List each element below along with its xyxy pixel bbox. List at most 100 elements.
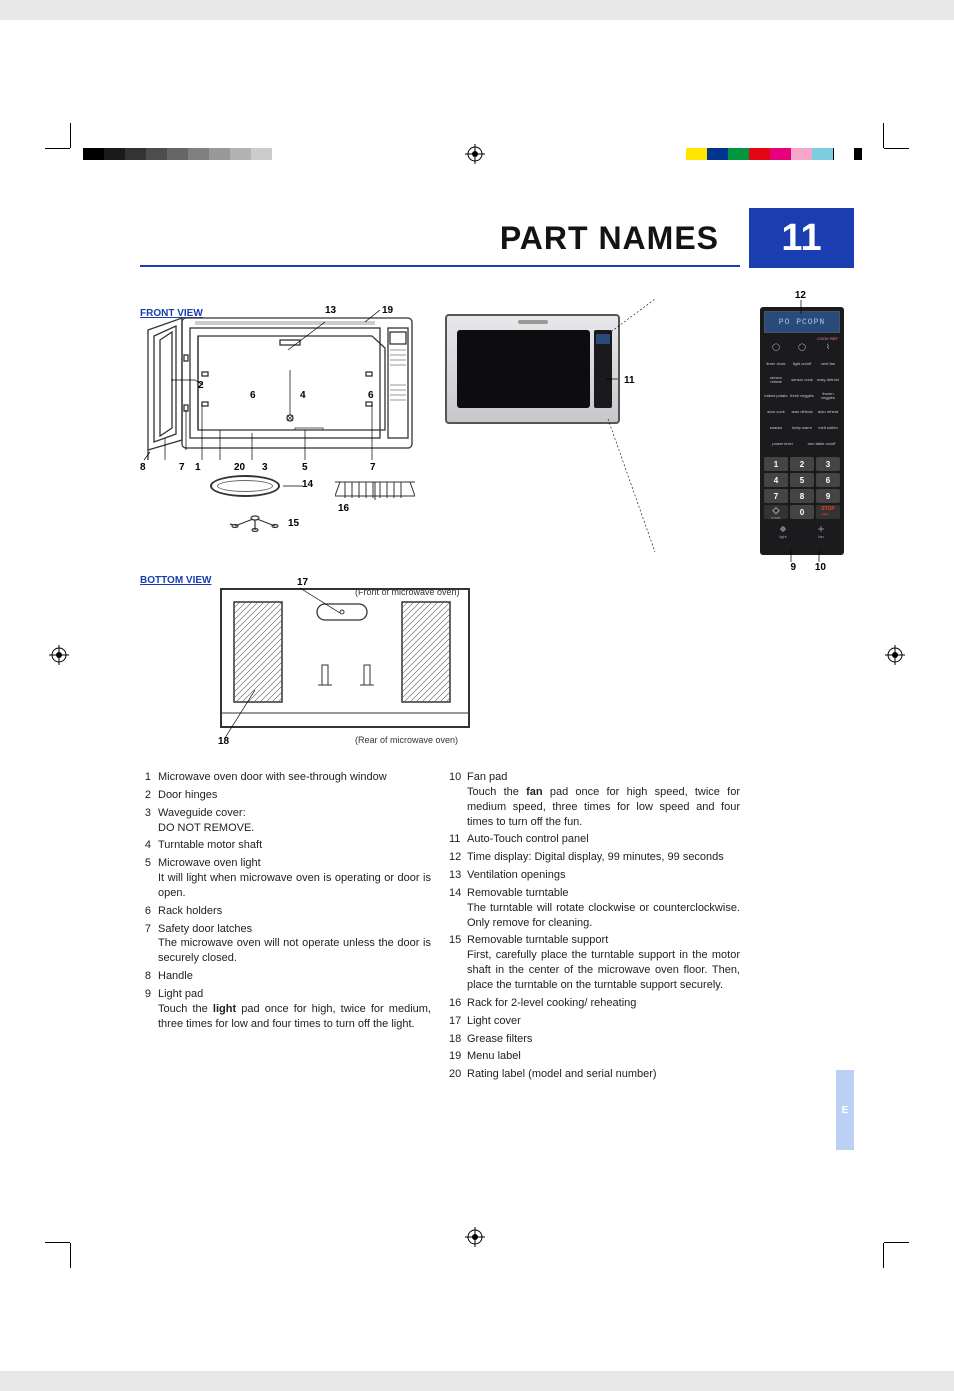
part-item: 10Fan padTouch the fan pad once for high…	[449, 770, 740, 829]
cp-function-button: sensor cook	[790, 373, 814, 386]
callout-6b: 6	[368, 390, 374, 401]
cp-numpad-key: 4	[764, 473, 788, 487]
part-item: 20Rating label (model and serial number)	[449, 1067, 740, 1082]
part-item: 7Safety door latchesThe microwave oven w…	[140, 922, 431, 967]
callout-3: 3	[262, 462, 268, 473]
color-swatch	[749, 148, 770, 160]
color-swatch	[728, 148, 749, 160]
cp-function-button: snacks	[764, 421, 788, 434]
part-item: 11Auto-Touch control panel	[449, 832, 740, 847]
callout-18: 18	[218, 736, 229, 747]
registration-mark-icon	[49, 645, 69, 665]
greyscale-swatch	[83, 148, 104, 160]
callout-6: 6	[250, 390, 256, 401]
crop-mark	[883, 123, 884, 148]
document-page: PART NAMES 11 FRONT VIEW	[0, 20, 954, 1371]
callout-8: 8	[140, 462, 146, 473]
cp-function-button: light on/off	[790, 357, 814, 370]
page-title: PART NAMES	[500, 220, 719, 257]
part-item: 8Handle	[140, 969, 431, 984]
part-item: 14Removable turntableThe turntable will …	[449, 886, 740, 931]
section-tab-label: E	[842, 1105, 849, 1116]
crop-mark	[884, 1242, 909, 1243]
cp-numpad-key: 7	[764, 489, 788, 503]
part-item: 16Rack for 2-level cooking/ reheating	[449, 996, 740, 1011]
cp-icon-button: ◯	[790, 341, 814, 354]
callout-4: 4	[300, 390, 306, 401]
part-item: 12Time display: Digital display, 99 minu…	[449, 850, 740, 865]
cp-function-button: keep warm	[790, 421, 814, 434]
registration-mark-icon	[465, 1227, 485, 1247]
greyscale-swatch	[167, 148, 188, 160]
control-panel-numpad: 123456789◇START0STOPclear	[764, 457, 840, 519]
greyscale-swatch	[251, 148, 272, 160]
bottom-view-label: BOTTOM VIEW	[140, 575, 211, 586]
part-item: 3Waveguide cover:DO NOT REMOVE.	[140, 806, 431, 836]
cp-function-button: fresh veggies	[790, 389, 814, 402]
cp-function-button: turn table on/off	[803, 437, 840, 450]
cp-numpad-key: ◇START	[764, 505, 788, 519]
greyscale-swatch	[230, 148, 251, 160]
part-item: 13Ventilation openings	[449, 868, 740, 883]
cp-function-button: sensor reheat	[764, 373, 788, 386]
cp-numpad-key: STOPclear	[816, 505, 840, 519]
turntable-support-drawing	[230, 512, 280, 532]
registration-mark-icon	[465, 144, 485, 164]
callout-20: 20	[234, 462, 245, 473]
registration-mark-icon	[885, 645, 905, 665]
header-rule	[140, 265, 740, 267]
greyscale-swatch	[146, 148, 167, 160]
cp-function-button: power level	[764, 437, 801, 450]
callout-11: 11	[624, 375, 635, 386]
crop-mark	[884, 148, 909, 149]
microwave-handle	[518, 320, 548, 324]
cp-icon-button: ⌇	[816, 341, 840, 354]
callout-5: 5	[302, 462, 308, 473]
microwave-front-schematic	[140, 310, 430, 465]
leader-line	[283, 483, 303, 493]
rack-drawing	[335, 478, 415, 500]
cp-numpad-key: 5	[790, 473, 814, 487]
cp-function-button: melt soften	[816, 421, 840, 434]
cp-numpad-key: 6	[816, 473, 840, 487]
callout-7: 7	[179, 462, 185, 473]
part-item: 2Door hinges	[140, 788, 431, 803]
greyscale-swatch	[104, 148, 125, 160]
part-item: 19Menu label	[449, 1049, 740, 1064]
parts-list-right-column: 10Fan padTouch the fan pad once for high…	[449, 770, 740, 1085]
cp-numpad-key: 3	[816, 457, 840, 471]
part-item: 18Grease filters	[449, 1032, 740, 1047]
page-number-box: 11	[749, 208, 854, 268]
leader-9-10	[781, 550, 831, 564]
crop-mark	[45, 1242, 70, 1243]
microwave-photo-panel	[594, 330, 612, 408]
cp-icon-button: ◯	[764, 341, 788, 354]
cp-function-button: slow cook	[764, 405, 788, 418]
color-swatch	[770, 148, 791, 160]
color-swatch	[686, 148, 707, 160]
cp-function-button: timer clock	[764, 357, 788, 370]
page-number: 11	[781, 217, 821, 260]
parts-list: 1Microwave oven door with see-through wi…	[140, 770, 740, 1085]
control-panel-footer: light fan	[764, 525, 840, 539]
color-swatch	[707, 148, 728, 160]
part-item: 6Rack holders	[140, 904, 431, 919]
part-item: 17Light cover	[449, 1014, 740, 1029]
turntable-drawing	[210, 475, 280, 497]
greyscale-registration-bar	[83, 148, 293, 160]
part-item: 1Microwave oven door with see-through wi…	[140, 770, 431, 785]
leader-lines-to-panel	[620, 314, 740, 444]
greyscale-swatch	[125, 148, 146, 160]
control-panel-display: PO PCOPN	[764, 311, 840, 333]
cp-function-button: auto reheat	[816, 405, 840, 418]
color-swatch	[791, 148, 812, 160]
cp-numpad-key: 1	[764, 457, 788, 471]
greyscale-swatch	[209, 148, 230, 160]
cp-numpad-key: 8	[790, 489, 814, 503]
cp-function-button: auto defrost	[790, 405, 814, 418]
color-swatch	[833, 148, 854, 160]
cp-numpad-key: 2	[790, 457, 814, 471]
section-tab: E	[836, 1070, 854, 1150]
part-item: 5Microwave oven lightIt will light when …	[140, 856, 431, 901]
cp-function-button: easy defrost	[816, 373, 840, 386]
